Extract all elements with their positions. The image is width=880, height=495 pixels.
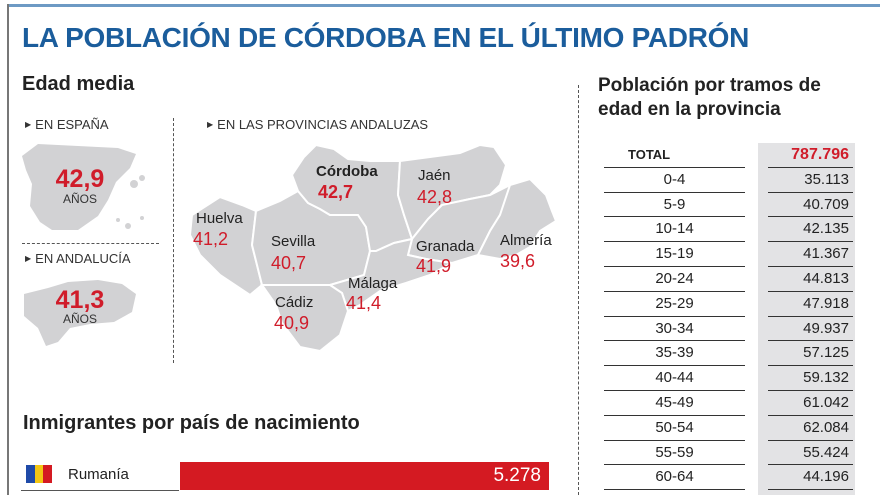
inmigrantes-heading: Inmigrantes por país de nacimiento bbox=[23, 412, 360, 434]
table-row-total: TOTAL 787.796 bbox=[604, 143, 855, 168]
andalucia-map-icon bbox=[24, 280, 136, 346]
left-rule bbox=[7, 4, 9, 495]
table-row: 20-24 44.813 bbox=[604, 267, 855, 292]
age-range: 0-4 bbox=[604, 168, 745, 193]
age-range: 20-24 bbox=[604, 267, 745, 292]
divider bbox=[578, 85, 579, 495]
population-value: 35.113 bbox=[768, 168, 853, 193]
province-value-malaga: 41,4 bbox=[346, 293, 382, 313]
country-label: Rumanía bbox=[68, 466, 129, 483]
poblacion-heading: Población por tramos de edad en la provi… bbox=[598, 75, 821, 120]
table-row: 55-59 55.424 bbox=[604, 441, 855, 466]
age-range: 50-54 bbox=[604, 416, 745, 441]
table-row: 25-29 47.918 bbox=[604, 292, 855, 317]
andalucia-value: 41,3 bbox=[55, 286, 105, 314]
almeria-shape bbox=[476, 177, 558, 261]
table-row: 40-44 59.132 bbox=[604, 366, 855, 391]
age-range: 45-49 bbox=[604, 391, 745, 416]
edad-media-heading: Edad media bbox=[22, 73, 135, 95]
population-value: 62.084 bbox=[768, 416, 853, 441]
province-value-jaen: 42,8 bbox=[417, 187, 453, 207]
population-value: 59.132 bbox=[768, 366, 853, 391]
age-range: 30-34 bbox=[604, 317, 745, 342]
age-range: 10-14 bbox=[604, 217, 745, 243]
andalucia-unit: AÑOS bbox=[62, 312, 97, 326]
age-range: 5-9 bbox=[604, 193, 745, 218]
total-label: TOTAL bbox=[604, 143, 745, 168]
province-name-sevilla: Sevilla bbox=[271, 233, 316, 250]
table-row: 35-39 57.125 bbox=[604, 341, 855, 367]
age-range: 55-59 bbox=[604, 441, 745, 466]
table-row: 15-19 41.367 bbox=[604, 242, 855, 267]
table-row: 45-49 61.042 bbox=[604, 391, 855, 416]
divider bbox=[173, 118, 174, 363]
province-value-almeria: 39,6 bbox=[500, 251, 536, 271]
province-name-almeria: Almería bbox=[500, 232, 552, 249]
province-value-granada: 41,9 bbox=[416, 256, 452, 276]
page-title: LA POBLACIÓN DE CÓRDOBA EN EL ÚLTIMO PAD… bbox=[22, 22, 750, 53]
province-name-cordoba: Córdoba bbox=[316, 163, 378, 180]
population-value: 44.196 bbox=[768, 465, 853, 491]
spain-map-icon bbox=[22, 144, 145, 230]
andalucia-label: EN ANDALUCÍA bbox=[25, 251, 130, 266]
age-range: 25-29 bbox=[604, 292, 745, 317]
provincias-label: EN LAS PROVINCIAS ANDALUZAS bbox=[207, 117, 428, 132]
province-name-cadiz: Cádiz bbox=[275, 294, 314, 311]
province-name-malaga: Málaga bbox=[348, 275, 398, 292]
andalucia-provinces-map bbox=[188, 143, 558, 353]
espana-value: 42,9 bbox=[55, 165, 105, 193]
province-name-huelva: Huelva bbox=[196, 210, 243, 227]
total-value: 787.796 bbox=[768, 143, 853, 168]
age-range: 40-44 bbox=[604, 366, 745, 391]
province-name-jaen: Jaén bbox=[418, 167, 451, 184]
table-row: 5-9 40.709 bbox=[604, 193, 855, 218]
romania-flag-icon bbox=[26, 465, 53, 483]
bar-rumania: 5.278 bbox=[180, 462, 549, 490]
age-range: 60-64 bbox=[604, 465, 745, 491]
province-value-huelva: 41,2 bbox=[193, 229, 229, 249]
divider bbox=[22, 243, 159, 244]
population-value: 41.367 bbox=[768, 242, 853, 267]
table-row: 30-34 49.937 bbox=[604, 317, 855, 342]
province-value-cordoba: 42,7 bbox=[318, 182, 354, 202]
age-range: 35-39 bbox=[604, 341, 745, 367]
table-row: 0-4 35.113 bbox=[604, 168, 855, 193]
population-value: 57.125 bbox=[768, 341, 853, 367]
divider bbox=[21, 490, 179, 491]
top-rule bbox=[7, 4, 880, 7]
population-value: 49.937 bbox=[768, 317, 853, 342]
province-value-cadiz: 40,9 bbox=[274, 313, 310, 333]
espana-label: EN ESPAÑA bbox=[25, 117, 108, 132]
population-value: 61.042 bbox=[768, 391, 853, 416]
population-value: 40.709 bbox=[768, 193, 853, 218]
cadiz-shape bbox=[260, 284, 350, 353]
province-name-granada: Granada bbox=[416, 238, 475, 255]
province-value-sevilla: 40,7 bbox=[271, 253, 307, 273]
population-value: 42.135 bbox=[768, 217, 853, 243]
population-value: 44.813 bbox=[768, 267, 853, 292]
population-value: 47.918 bbox=[768, 292, 853, 317]
espana-unit: AÑOS bbox=[62, 192, 97, 206]
table-row: 50-54 62.084 bbox=[604, 416, 855, 441]
table-row: 10-14 42.135 bbox=[604, 217, 855, 243]
table-row: 60-64 44.196 bbox=[604, 465, 855, 491]
values-column-bg bbox=[758, 143, 855, 495]
age-range: 15-19 bbox=[604, 242, 745, 267]
population-value: 55.424 bbox=[768, 441, 853, 466]
